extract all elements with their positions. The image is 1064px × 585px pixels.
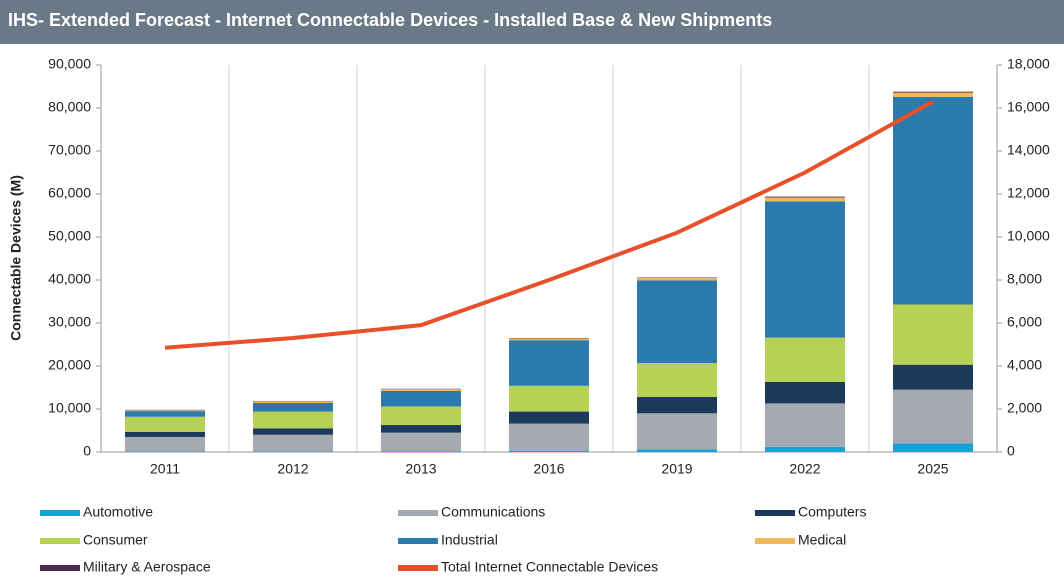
legend-label: Communications	[441, 504, 545, 520]
y2-tick-label: 6,000	[1007, 314, 1042, 330]
bar-segment	[637, 413, 717, 450]
bar-segment	[765, 337, 845, 382]
bar-segment	[765, 381, 845, 404]
line-series	[164, 99, 934, 350]
legend-label: Military & Aerospace	[83, 559, 211, 575]
bar-segment	[381, 432, 461, 452]
bar-segment	[381, 451, 461, 452]
bar-segment	[509, 338, 589, 341]
y2-tick-label: 8,000	[1007, 271, 1042, 287]
legend-swatch	[40, 538, 80, 544]
legend-swatch	[755, 538, 795, 544]
bar-segment	[893, 304, 973, 365]
bar-segment	[637, 396, 717, 414]
bar-segment	[893, 443, 973, 452]
x-tick-label: 2011	[150, 461, 180, 477]
bar-segment	[509, 423, 589, 451]
x-tick-label: 2012	[277, 461, 308, 477]
bar-segment	[893, 364, 973, 390]
x-tick-label: 2019	[661, 461, 692, 477]
y2-tick-label: 12,000	[1007, 185, 1050, 201]
legend-swatch	[398, 538, 438, 544]
y-tick-label: 60,000	[48, 185, 91, 201]
bar-segment	[637, 362, 717, 397]
y-tick-label: 40,000	[48, 271, 91, 287]
bar-segment	[893, 91, 973, 93]
x-tick-label: 2013	[405, 461, 436, 477]
bar-segment	[765, 196, 845, 198]
legend-swatch	[755, 510, 795, 516]
y2-tick-label: 18,000	[1007, 56, 1050, 72]
y-tick-label: 70,000	[48, 142, 91, 158]
legend-label: Automotive	[83, 504, 153, 520]
x-tick-label: 2025	[917, 461, 948, 477]
bar-segment	[253, 401, 333, 403]
bar-segment	[125, 411, 205, 417]
bar-segment	[509, 340, 589, 386]
bar-segment	[125, 416, 205, 432]
bar-segment	[381, 424, 461, 433]
bar-segment	[253, 411, 333, 429]
bar-segment	[253, 434, 333, 452]
y-tick-label: 20,000	[48, 357, 91, 373]
bar-segment	[381, 390, 461, 407]
title-bar	[0, 0, 1064, 44]
bar-segment	[765, 197, 845, 202]
bar-segment	[125, 436, 205, 452]
bar-segment	[765, 201, 845, 338]
bar-segment	[509, 450, 589, 452]
bar-segment	[253, 402, 333, 412]
y2-tick-label: 2,000	[1007, 400, 1042, 416]
bar-segment	[893, 92, 973, 97]
x-tick-label: 2022	[789, 461, 820, 477]
y-tick-label: 30,000	[48, 314, 91, 330]
legend-swatch	[398, 510, 438, 516]
y-tick-label: 0	[83, 443, 91, 459]
bar-segment	[509, 385, 589, 412]
bar-segment	[509, 411, 589, 424]
y-tick-label: 80,000	[48, 99, 91, 115]
bar-segment	[381, 406, 461, 425]
y-tick-label: 90,000	[48, 56, 91, 72]
y2-tick-label: 16,000	[1007, 99, 1050, 115]
bar-segment	[125, 410, 205, 412]
legend-label: Industrial	[441, 532, 498, 548]
bar-segment	[125, 431, 205, 437]
legend-swatch	[40, 565, 80, 571]
bar-segment	[637, 280, 717, 363]
y-tick-label: 10,000	[48, 400, 91, 416]
chart-title: IHS- Extended Forecast - Internet Connec…	[8, 10, 772, 30]
legend-label: Computers	[798, 504, 866, 520]
y2-tick-label: 10,000	[1007, 228, 1050, 244]
bar-segment	[765, 403, 845, 447]
bar-segment	[893, 96, 973, 305]
legend-swatch	[40, 510, 80, 516]
bar-segment	[637, 449, 717, 452]
legend-label: Total Internet Connectable Devices	[441, 559, 658, 575]
y2-tick-label: 4,000	[1007, 357, 1042, 373]
y-tick-label: 50,000	[48, 228, 91, 244]
legend-label: Medical	[798, 532, 846, 548]
y-axis-label: Connectable Devices (M)	[8, 175, 24, 341]
bar-segment	[893, 389, 973, 444]
legend-swatch	[398, 565, 438, 571]
bar-segment	[253, 428, 333, 435]
bar-segment	[765, 446, 845, 452]
bar-segment	[637, 277, 717, 281]
y2-tick-label: 14,000	[1007, 142, 1050, 158]
bar-segment	[381, 389, 461, 391]
y2-tick-label: 0	[1007, 443, 1015, 459]
legend-label: Consumer	[83, 532, 148, 548]
x-tick-label: 2016	[533, 461, 564, 477]
